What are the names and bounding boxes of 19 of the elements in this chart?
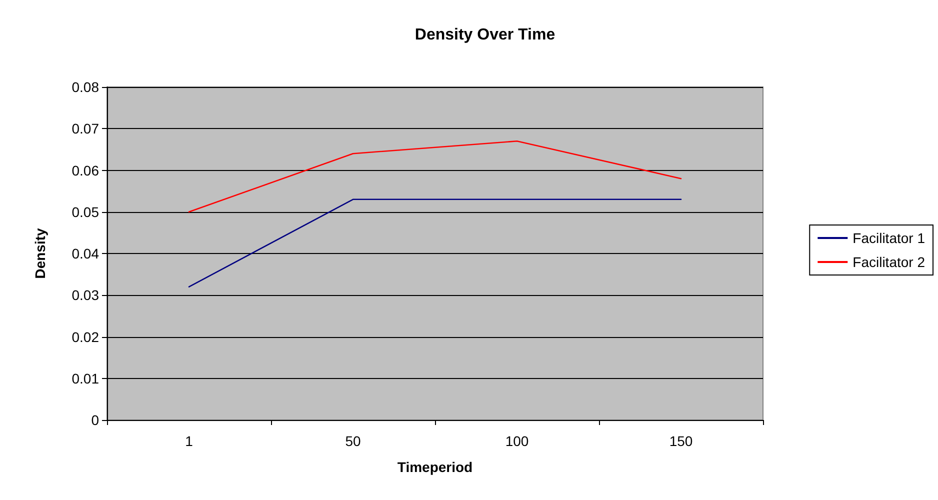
y-tick-label: 0 (91, 412, 100, 428)
y-tick-label: 0.04 (72, 246, 100, 262)
x-tick-label: 100 (505, 433, 529, 449)
x-tick-label: 150 (669, 433, 693, 449)
legend-label: Facilitator 2 (852, 254, 926, 270)
y-tick-label: 0.03 (72, 287, 100, 304)
x-tick-label: 50 (345, 433, 361, 449)
y-tick-label: 0.05 (72, 204, 100, 220)
chart-title: Density Over Time (414, 26, 556, 44)
y-tick-label: 0.06 (72, 162, 100, 178)
y-axis-title: Density (32, 228, 48, 279)
y-tick-label: 0.01 (72, 370, 100, 386)
x-axis-title: Timeperiod (397, 459, 473, 475)
x-tick-label: 1 (185, 433, 194, 449)
y-tick-label: 0.02 (72, 328, 100, 345)
y-tick-label: 0.08 (72, 79, 100, 95)
line-series (188, 140, 682, 213)
y-tick-label: 0.07 (72, 120, 100, 137)
legend-label: Facilitator 1 (852, 230, 926, 246)
